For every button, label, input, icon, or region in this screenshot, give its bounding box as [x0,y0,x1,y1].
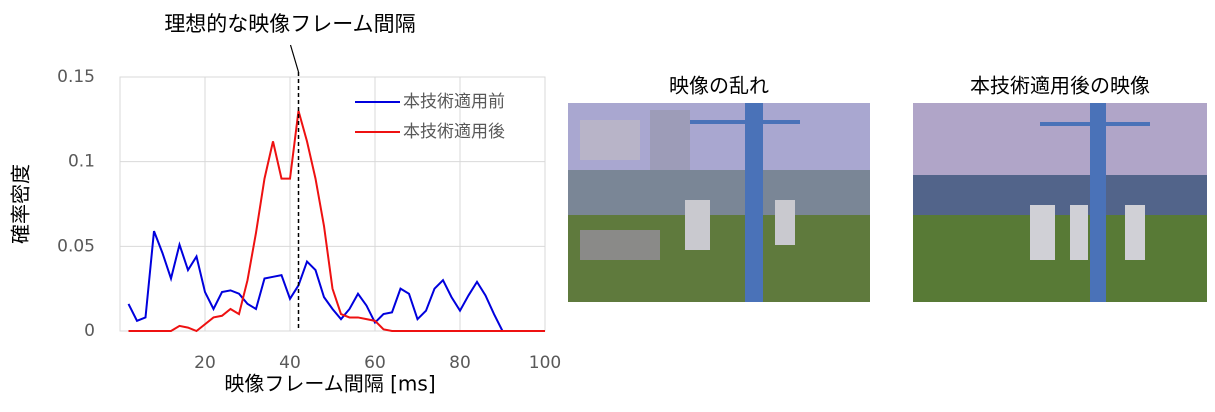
y-tick-label: 0.1 [68,152,95,172]
annotation: 理想的な映像フレーム間隔 [164,12,415,36]
legend-label: 本技術適用前 [403,92,505,112]
x-tick-label: 80 [449,353,471,373]
data-line [128,110,545,333]
x-tick-label: 20 [194,353,216,373]
image-title: 映像の乱れ [669,74,769,98]
plot-area [119,76,546,332]
data-line [127,230,545,332]
photo-corrected [913,103,1207,302]
x-axis-label: 映像フレーム間隔 [ms] [224,372,435,396]
x-tick-label: 40 [279,353,301,373]
image-title: 本技術適用後の映像 [970,74,1150,98]
y-tick-label: 0.05 [57,236,95,256]
photo-disturbed [568,103,870,302]
annotation-pointer [289,44,300,73]
y-axis-label: 確率密度 [9,164,33,244]
x-tick-label: 60 [364,353,386,373]
y-tick-label: 0.15 [57,67,95,87]
y-tick-label: 0 [84,321,95,341]
x-tick-label: 100 [529,353,561,373]
legend-label: 本技術適用後 [403,122,505,142]
